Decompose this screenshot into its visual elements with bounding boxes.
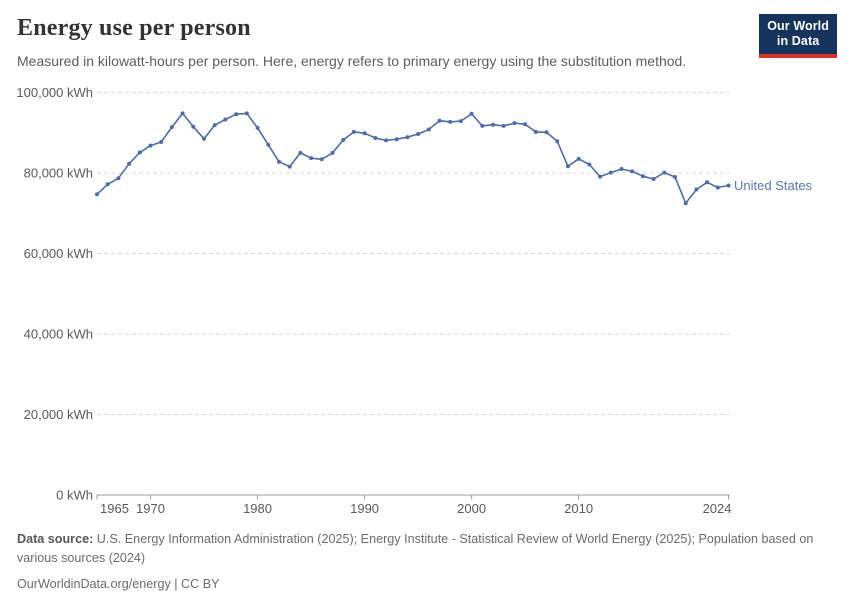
data-point <box>351 129 356 134</box>
data-point <box>726 183 731 188</box>
data-source-line: Data source: U.S. Energy Information Adm… <box>17 530 841 568</box>
data-point <box>555 139 560 144</box>
data-point <box>523 122 528 127</box>
data-point <box>180 111 185 116</box>
data-point <box>544 130 549 135</box>
data-point <box>715 185 720 190</box>
data-point <box>159 140 164 144</box>
data-point <box>202 136 206 141</box>
chart-footer: Data source: U.S. Energy Information Adm… <box>17 530 841 594</box>
data-point <box>651 177 656 181</box>
data-point <box>330 150 335 155</box>
data-point <box>287 164 292 169</box>
data-point <box>694 187 699 192</box>
data-source-label: Data source: <box>17 532 94 546</box>
data-point <box>255 125 260 130</box>
data-point <box>319 157 324 162</box>
data-point <box>309 156 314 161</box>
data-point <box>116 176 121 181</box>
data-point <box>384 138 388 143</box>
data-point <box>480 123 485 128</box>
y-tick-label: 60,000 kWh <box>24 246 93 261</box>
data-point <box>244 111 249 116</box>
x-tick-label: 2000 <box>457 501 486 516</box>
data-point <box>234 112 239 117</box>
x-tick-label: 1990 <box>350 501 379 516</box>
y-tick-label: 80,000 kWh <box>24 166 93 181</box>
chart-subtitle: Measured in kilowatt-hours per person. H… <box>17 53 687 69</box>
data-point <box>565 164 570 169</box>
data-point <box>533 129 538 134</box>
data-point <box>448 119 453 124</box>
data-point <box>266 142 271 147</box>
data-point <box>105 182 110 187</box>
data-point <box>405 135 410 140</box>
data-point <box>223 117 228 122</box>
x-tick-label: 1970 <box>136 501 165 516</box>
data-point <box>619 167 624 171</box>
data-point <box>373 136 378 140</box>
x-tick-label: 2024 <box>703 501 732 516</box>
y-tick-label: 40,000 kWh <box>24 327 93 342</box>
data-point <box>491 122 495 127</box>
data-point <box>95 192 99 197</box>
data-point <box>469 111 474 116</box>
data-point <box>169 125 174 130</box>
data-point <box>630 169 635 174</box>
x-tick-label: 1980 <box>243 501 272 516</box>
data-point <box>640 174 645 179</box>
data-point <box>458 119 463 124</box>
data-point <box>576 156 581 161</box>
data-point <box>148 143 153 148</box>
data-point <box>673 175 677 179</box>
footer-link[interactable]: OurWorldinData.org/energy | CC BY <box>17 576 220 591</box>
data-point <box>437 118 442 123</box>
data-source-text: U.S. Energy Information Administration (… <box>17 532 814 565</box>
data-point <box>608 170 613 175</box>
y-tick-label: 20,000 kWh <box>24 407 93 422</box>
data-point <box>137 150 142 155</box>
y-tick-label: 100,000 kWh <box>16 85 93 100</box>
data-point <box>362 131 367 136</box>
data-point <box>501 123 506 128</box>
data-point <box>394 137 399 142</box>
owid-logo-line1: Our World <box>767 19 829 33</box>
data-point <box>212 123 217 128</box>
data-point <box>191 124 196 129</box>
data-point <box>426 127 431 132</box>
data-point <box>662 170 667 175</box>
data-point <box>512 121 517 126</box>
data-point <box>705 180 710 185</box>
data-point <box>683 201 688 206</box>
data-point <box>341 138 346 142</box>
data-point <box>277 159 281 164</box>
data-point <box>416 132 421 136</box>
data-point <box>127 161 132 166</box>
page-title: Energy use per person <box>17 15 251 41</box>
x-tick-label: 1965 <box>100 501 129 516</box>
data-point <box>298 150 303 155</box>
data-point <box>587 162 592 167</box>
owid-logo-line2: in Data <box>776 34 820 49</box>
owid-logo[interactable]: Our World in Data <box>759 14 837 58</box>
data-point <box>598 174 603 179</box>
y-tick-label: 0 kWh <box>56 488 93 503</box>
entity-label: United States <box>734 178 813 193</box>
x-tick-label: 2010 <box>564 501 593 516</box>
